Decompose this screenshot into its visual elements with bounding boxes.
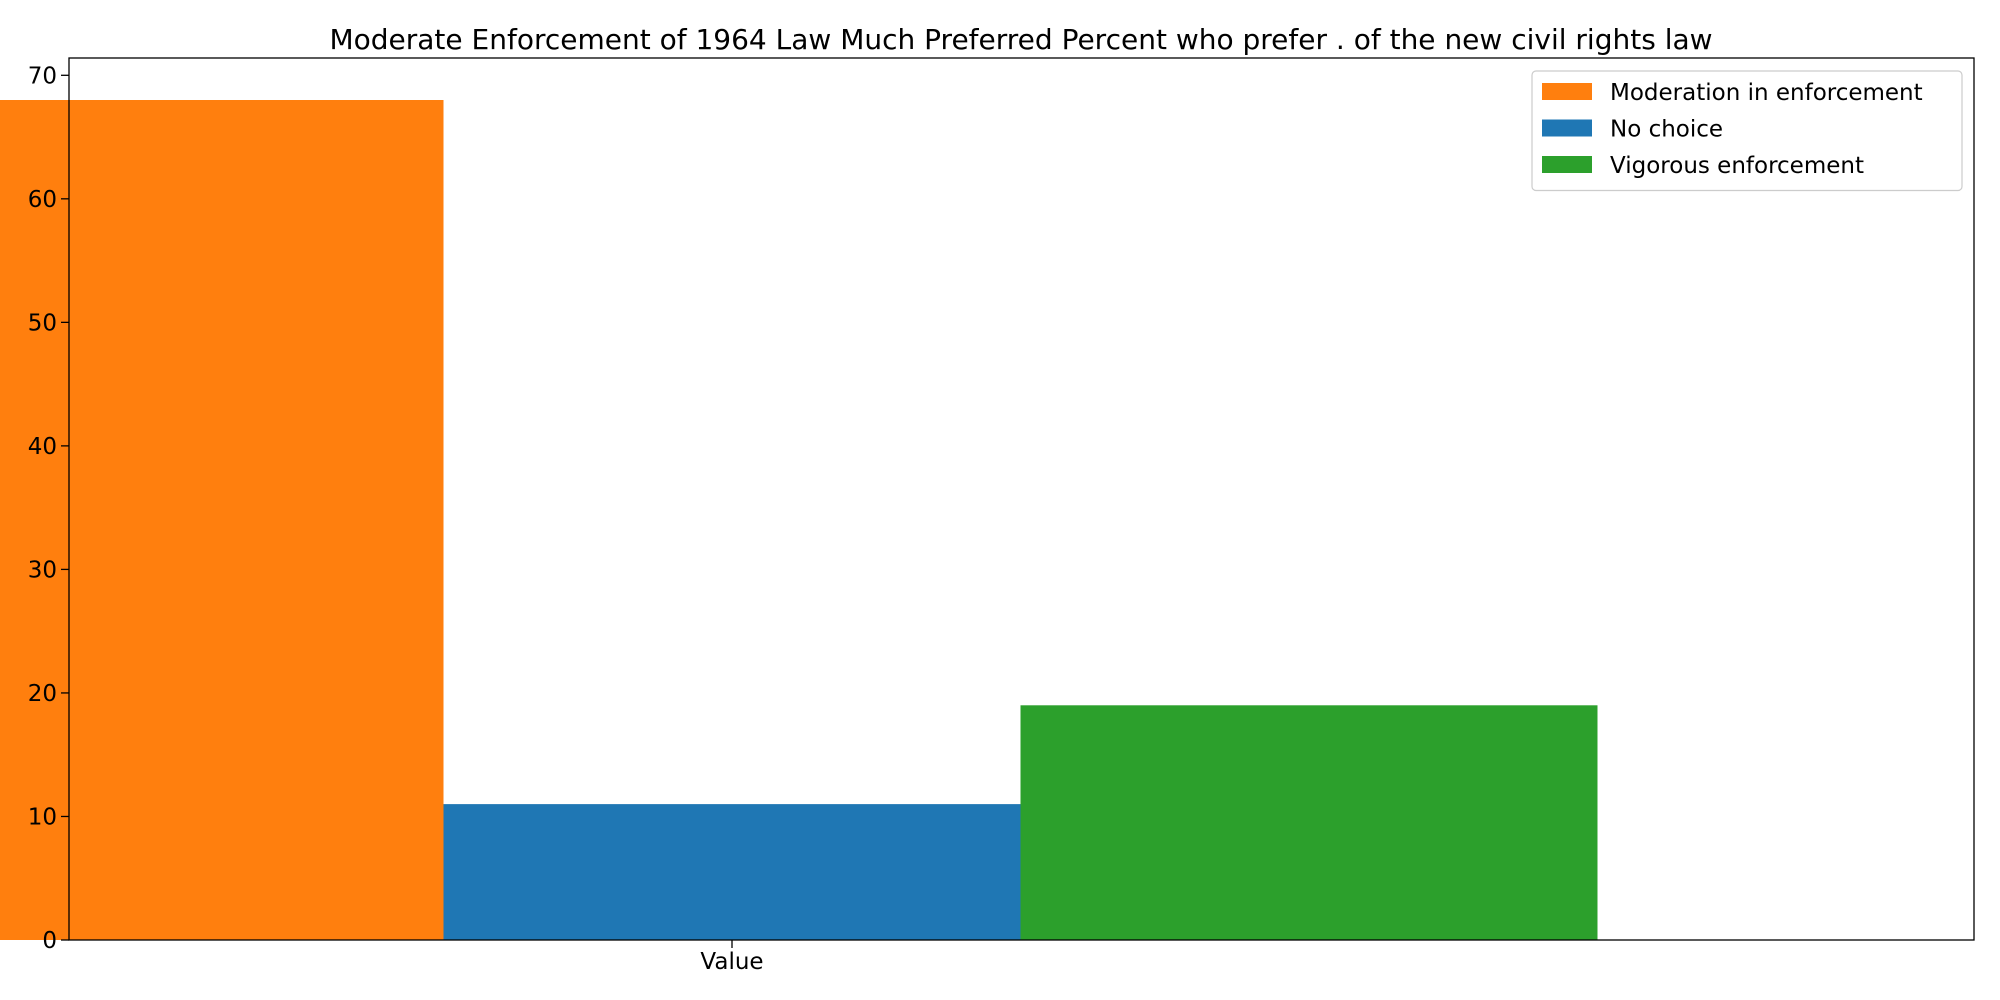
y-tick-label: 50 bbox=[28, 310, 57, 336]
legend-swatch bbox=[1542, 156, 1592, 173]
bar-vigorous-enforcement bbox=[1020, 705, 1598, 940]
y-tick-label: 30 bbox=[28, 557, 57, 583]
bar-moderation-in-enforcement bbox=[0, 100, 444, 940]
bar-no-choice bbox=[443, 804, 1021, 940]
x-tick-label: Value bbox=[700, 949, 763, 975]
y-tick-label: 20 bbox=[28, 681, 57, 707]
y-tick-label: 10 bbox=[28, 804, 57, 830]
legend-label: Moderation in enforcement bbox=[1610, 80, 1923, 106]
legend-box bbox=[1531, 70, 1963, 192]
y-tick-label: 70 bbox=[28, 63, 57, 89]
axes: 0 10 20 30 40 50 60 70 Value bbox=[28, 57, 1975, 975]
legend-label: No choice bbox=[1610, 117, 1723, 143]
plot-frame bbox=[68, 57, 1975, 941]
legend-swatch bbox=[1542, 83, 1592, 100]
bars bbox=[0, 100, 1598, 940]
y-tick-label: 0 bbox=[42, 928, 57, 954]
y-tick-label: 60 bbox=[28, 187, 57, 213]
legend-swatch bbox=[1542, 119, 1592, 137]
y-tick-label: 40 bbox=[28, 434, 57, 460]
legend-label: Vigorous enforcement bbox=[1610, 153, 1864, 179]
legend: Moderation in enforcement No choice Vigoro… bbox=[1531, 70, 1963, 192]
chart-title: Moderate Enforcement of 1964 Law Much Pr… bbox=[329, 23, 1712, 56]
